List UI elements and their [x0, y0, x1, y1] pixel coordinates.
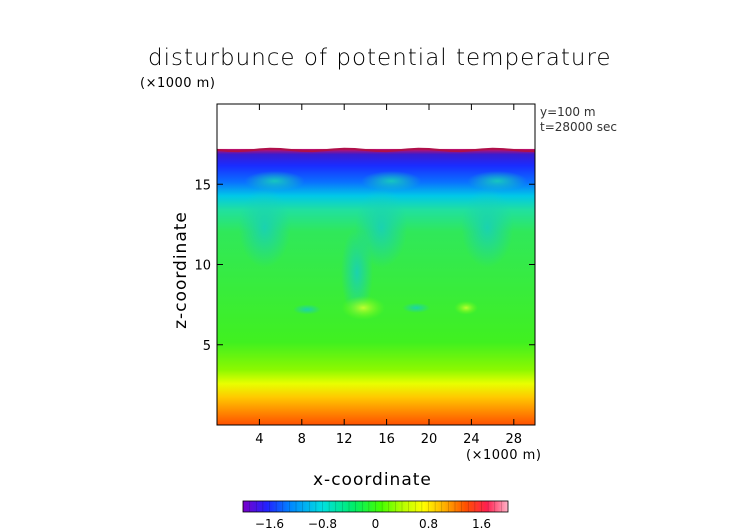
cool-plume-cap [244, 171, 305, 192]
warm-anomaly [454, 300, 479, 315]
x-axis-unit: (×1000 m) [466, 448, 542, 463]
info-y-position: y=100 m [540, 105, 596, 119]
colorbar-tick-label: −1.6 [255, 517, 284, 531]
cool-plume [238, 187, 291, 268]
colorbar-tick-label: −0.8 [308, 517, 337, 531]
domain-top-edge [217, 147, 535, 153]
plot-info: y=100 m t=28000 sec [540, 105, 617, 135]
colorbar-tick-label: 1.6 [472, 517, 491, 531]
y-tick-label: 5 [203, 339, 211, 354]
colorbar-tick-label: 0 [372, 517, 380, 531]
cool-plume-cap [467, 171, 528, 192]
x-tick-label: 8 [298, 432, 306, 447]
warm-anomaly [341, 295, 386, 320]
x-axis-label: x-coordinate [313, 470, 432, 490]
y-tick-label: 10 [194, 259, 211, 274]
cool-plume [461, 187, 514, 268]
x-tick-label: 12 [336, 432, 353, 447]
x-tick-label: 4 [255, 432, 263, 447]
x-tick-label: 16 [378, 432, 395, 447]
cool-patch [293, 304, 322, 315]
x-tick-label: 24 [463, 432, 480, 447]
x-tick-label: 20 [421, 432, 438, 447]
cool-plume-center [340, 227, 373, 318]
x-tick-label: 28 [506, 432, 523, 447]
chart-title: disturbunce of potential temperature [148, 45, 612, 71]
colorbar [242, 500, 509, 513]
cool-patch [402, 302, 431, 313]
cool-plume-cap [361, 171, 422, 192]
info-time: t=28000 sec [540, 120, 617, 134]
z-axis-unit: (×1000 m) [140, 76, 216, 91]
colorbar-tick-label: 0.8 [419, 517, 438, 531]
y-tick-label: 15 [194, 178, 211, 193]
